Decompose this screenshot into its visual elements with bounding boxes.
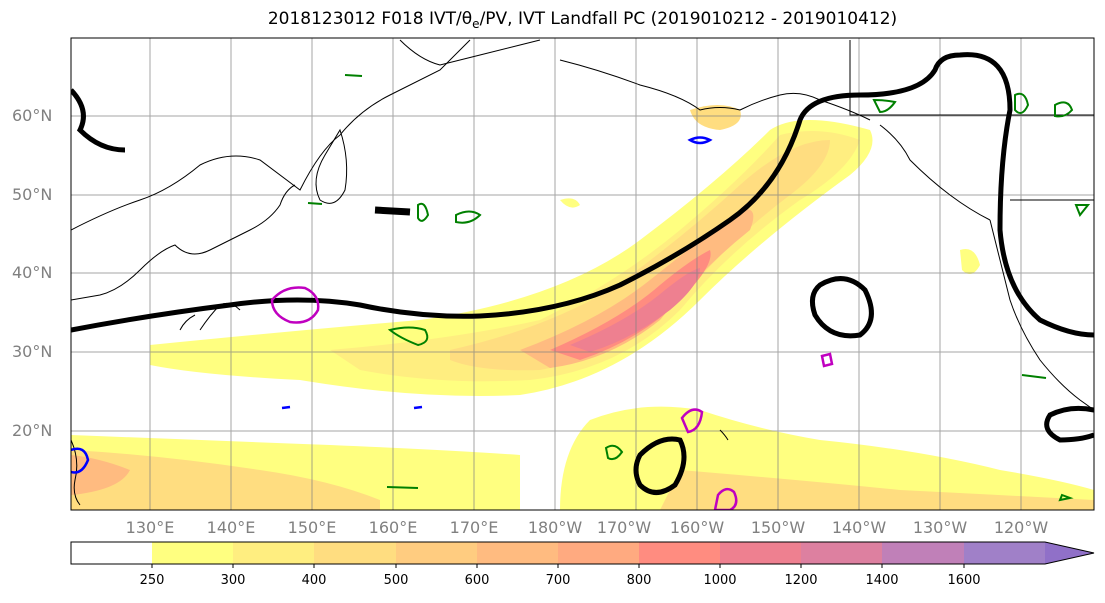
colorbar-tick-label: 1600 xyxy=(947,573,981,588)
lon-label-140e: 140°E xyxy=(206,518,256,537)
colorbar-segment-4 xyxy=(396,542,477,564)
colorbar-segment-2 xyxy=(233,542,314,564)
lon-label-170e: 170°E xyxy=(449,518,499,537)
colorbar-tick-label: 1000 xyxy=(703,573,737,588)
colorbar-tick-label: 800 xyxy=(626,573,652,588)
map-gridlines xyxy=(71,38,1094,510)
coastlines xyxy=(71,39,1094,506)
colorbar-tick-label: 700 xyxy=(545,573,571,588)
blue-contours xyxy=(71,136,713,474)
colorbar-segment-3 xyxy=(314,542,396,564)
lat-label-40n: 40°N xyxy=(12,263,53,282)
colorbar-tick-label: 1400 xyxy=(865,573,899,588)
ivt-shading xyxy=(71,105,1094,510)
lon-label-130w: 130°W xyxy=(912,518,968,537)
colorbar-segment-7 xyxy=(639,542,720,564)
colorbar-segment-10 xyxy=(882,542,964,564)
lon-label-120w: 120°W xyxy=(993,518,1049,537)
lon-label-160w: 160°W xyxy=(669,518,725,537)
colorbar-segment-9 xyxy=(801,542,882,564)
colorbar-tick-label: 400 xyxy=(301,573,327,588)
lon-label-160e: 160°E xyxy=(368,518,418,537)
colorbar xyxy=(70,541,1095,568)
colorbar-outline xyxy=(70,541,1095,565)
colorbar-tick-label: 250 xyxy=(139,573,165,588)
map-title: 2018123012 F018 IVT/θe/PV, IVT Landfall … xyxy=(267,9,898,31)
colorbar-segment-6 xyxy=(558,542,639,564)
lat-label-20n: 20°N xyxy=(12,421,53,440)
colorbar-segment-11 xyxy=(964,542,1045,564)
colorbar-segment-1 xyxy=(152,542,233,564)
lon-label-150e: 150°E xyxy=(287,518,337,537)
lon-label-150w: 150°W xyxy=(750,518,806,537)
colorbar-tick-label: 600 xyxy=(464,573,490,588)
lon-label-180w: 180°W xyxy=(527,518,583,537)
colorbar-extend-arrow xyxy=(1045,542,1094,564)
theta-e-contours xyxy=(71,52,1094,495)
map-frame xyxy=(70,37,1095,511)
lat-label-60n: 60°N xyxy=(12,106,53,125)
colorbar-segment-8 xyxy=(720,542,801,564)
pv-contours xyxy=(307,74,1091,502)
negative-contours xyxy=(270,286,834,510)
lat-label-30n: 30°N xyxy=(12,342,53,361)
lon-label-130e: 130°E xyxy=(125,518,175,537)
lon-label-140w: 140°W xyxy=(831,518,887,537)
colorbar-tick-label: 300 xyxy=(220,573,246,588)
lon-label-170w: 170°W xyxy=(596,518,652,537)
colorbar-tick-label: 1200 xyxy=(784,573,818,588)
lat-label-50n: 50°N xyxy=(12,185,53,204)
colorbar-segment-5 xyxy=(477,542,558,564)
colorbar-tick-label: 500 xyxy=(383,573,409,588)
colorbar-segment-0 xyxy=(71,542,152,564)
